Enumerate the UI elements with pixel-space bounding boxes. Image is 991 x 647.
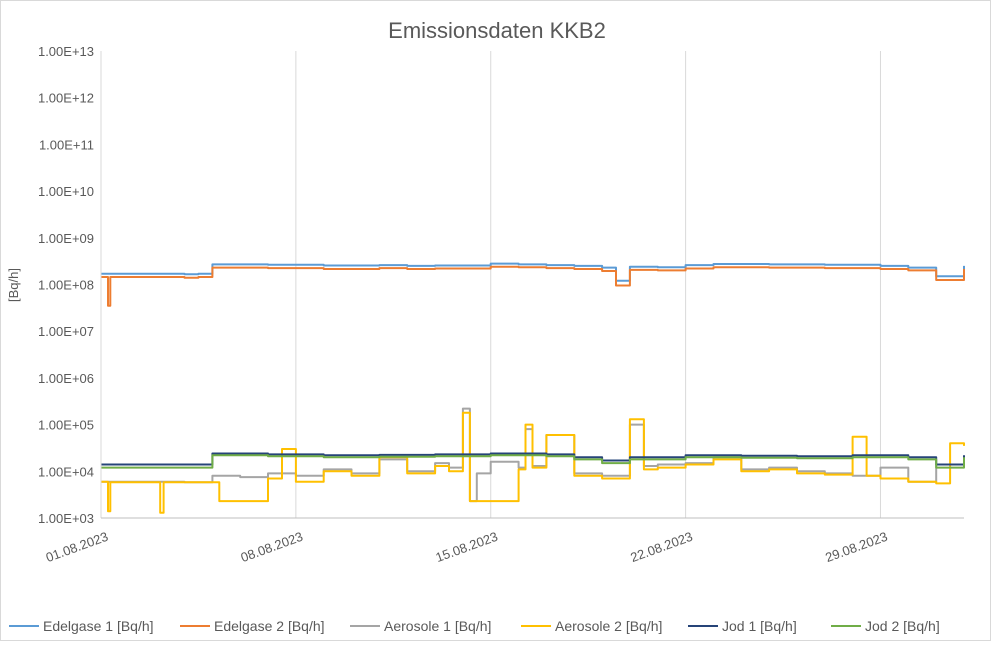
- x-tick-label: 01.08.2023: [44, 529, 110, 565]
- series-line-4: [101, 411, 965, 514]
- axis-layer: 1.00E+03 1.00E+04 1.00E+05 1.00E+06 1.00E+07…: [38, 44, 964, 565]
- y-tick-label: 1.00E+07: [38, 324, 94, 339]
- legend-item-6: Jod 2 [Bq/h]: [831, 618, 940, 634]
- legend-item-4: Aerosole 2 [Bq/h]: [521, 618, 662, 634]
- legend: Edelgase 1 [Bq/h] Edelgase 2 [Bq/h] Aeroso…: [9, 618, 940, 634]
- y-tick-label: 1.00E+05: [38, 418, 94, 433]
- legend-item-3: Aerosole 1 [Bq/h]: [350, 618, 491, 634]
- y-tick-label: 1.00E+11: [39, 137, 94, 152]
- chart-title: Emissionsdaten KKB2: [388, 18, 606, 43]
- legend-label: Jod 1 [Bq/h]: [722, 618, 797, 634]
- legend-label: Aerosole 2 [Bq/h]: [555, 618, 662, 634]
- y-tick-label: 1.00E+08: [38, 278, 94, 293]
- legend-label: Edelgase 1 [Bq/h]: [43, 618, 154, 634]
- x-tick-label: 15.08.2023: [433, 529, 499, 565]
- y-tick-label: 1.00E+12: [38, 91, 94, 106]
- series-layer: [101, 262, 965, 514]
- x-tick-label: 08.08.2023: [239, 529, 305, 565]
- series-line-6: [101, 454, 965, 469]
- y-tick-label: 1.00E+10: [38, 184, 94, 199]
- y-tick-label: 1.00E+13: [38, 44, 94, 59]
- y-axis-label: [Bq/h]: [6, 268, 21, 302]
- legend-item-1: Edelgase 1 [Bq/h]: [9, 618, 154, 634]
- y-tick-label: 1.00E+09: [38, 231, 94, 246]
- y-tick-label: 1.00E+03: [38, 511, 94, 526]
- series-line-1: [101, 262, 965, 282]
- legend-label: Jod 2 [Bq/h]: [865, 618, 940, 634]
- y-tick-label: 1.00E+04: [38, 464, 94, 479]
- x-tick-label: 22.08.2023: [628, 529, 694, 565]
- x-tick-label: 29.08.2023: [823, 529, 889, 565]
- series-line-5: [101, 452, 965, 466]
- legend-item-2: Edelgase 2 [Bq/h]: [180, 618, 325, 634]
- grid-layer: [295, 51, 881, 518]
- legend-item-5: Jod 1 [Bq/h]: [688, 618, 797, 634]
- legend-label: Edelgase 2 [Bq/h]: [214, 618, 325, 634]
- series-line-2: [101, 265, 965, 307]
- y-tick-label: 1.00E+06: [38, 371, 94, 386]
- legend-label: Aerosole 1 [Bq/h]: [384, 618, 491, 634]
